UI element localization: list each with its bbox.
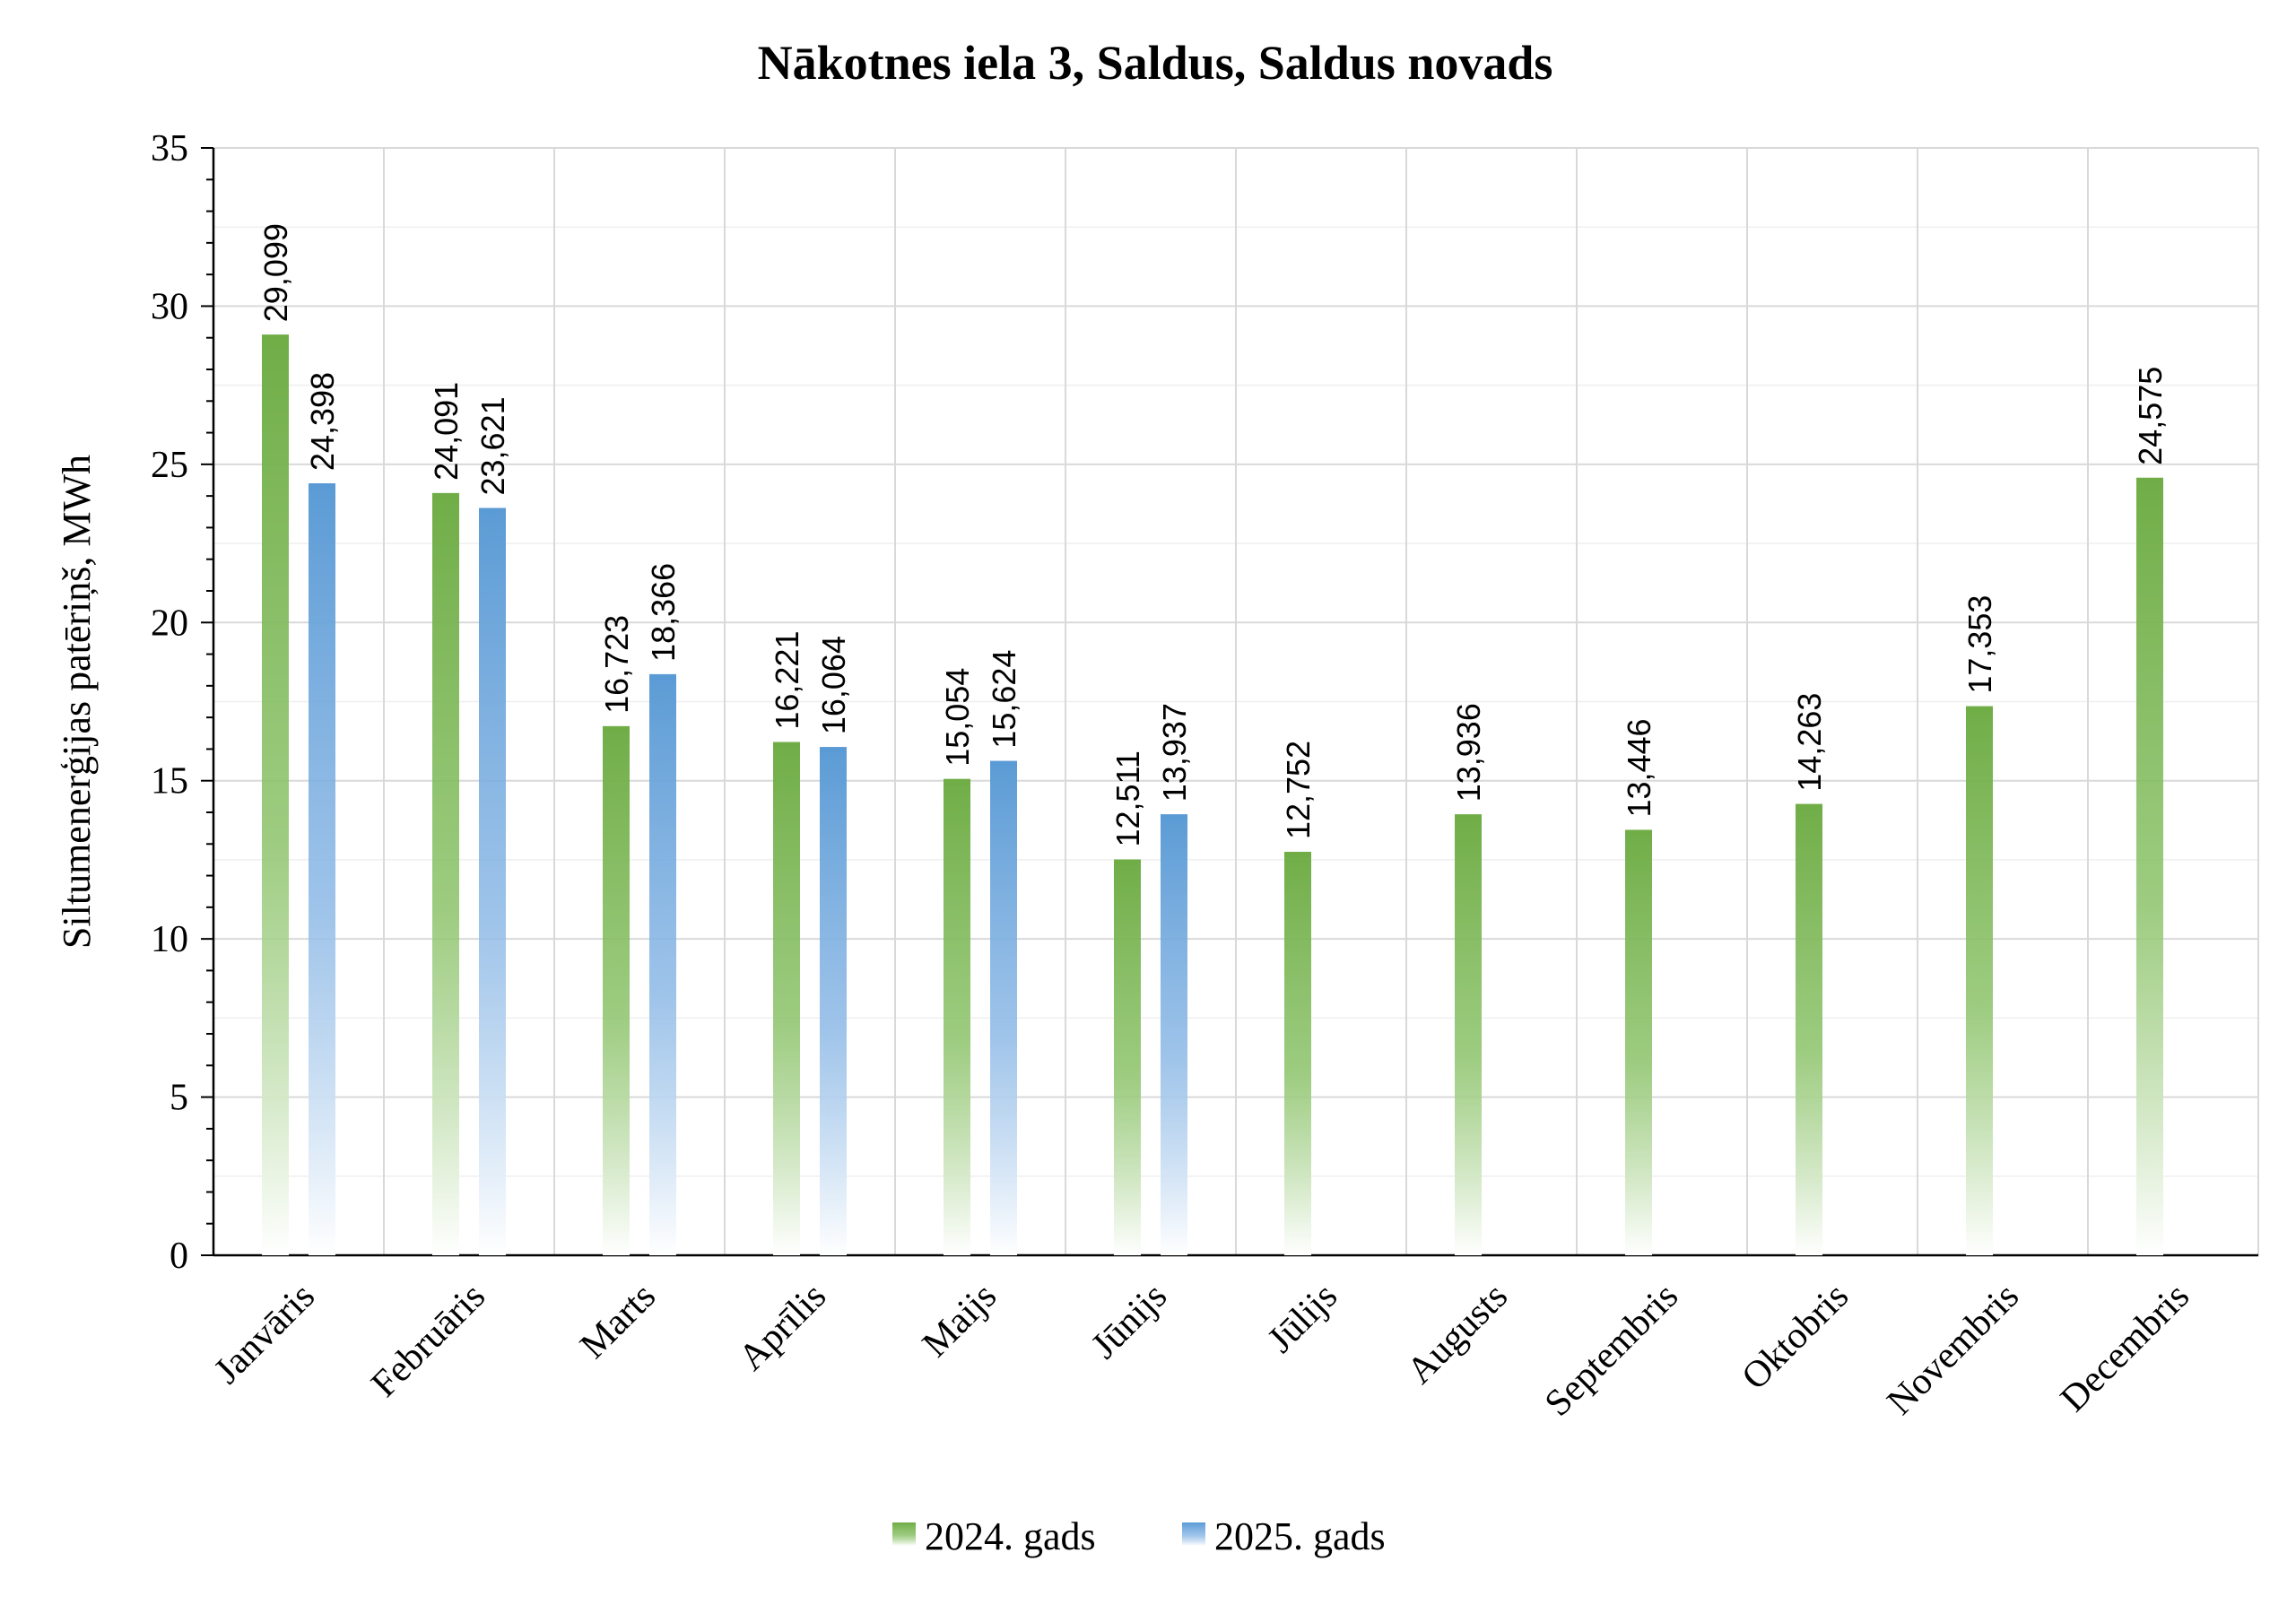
data-label: 13,446 bbox=[1621, 718, 1657, 817]
data-label: 12,511 bbox=[1109, 750, 1146, 846]
bar-cap bbox=[1455, 814, 1482, 820]
data-label: 24,575 bbox=[2132, 367, 2169, 465]
data-label: 15,624 bbox=[986, 650, 1022, 749]
bar-2024-9 bbox=[1796, 803, 1822, 1255]
y-tick-label: 35 bbox=[151, 128, 188, 169]
bar-2024-1 bbox=[432, 492, 459, 1255]
bar-2024-6 bbox=[1284, 852, 1311, 1255]
bar-2024-4 bbox=[944, 778, 970, 1255]
bar-2025-2 bbox=[649, 673, 676, 1255]
y-axis-title: Siltumenerģijas patēriņš, MWh bbox=[55, 455, 99, 949]
bar-2025-1 bbox=[479, 507, 506, 1255]
bar-cap bbox=[944, 778, 970, 785]
bar-2024-5 bbox=[1114, 859, 1141, 1255]
bar-cap bbox=[773, 742, 800, 748]
data-label: 16,221 bbox=[769, 631, 805, 730]
bar-2024-2 bbox=[603, 725, 630, 1255]
bar-cap bbox=[1625, 829, 1652, 836]
data-label: 29,099 bbox=[257, 223, 294, 322]
data-label: 13,937 bbox=[1156, 703, 1193, 802]
category-label: Septembris bbox=[1537, 1276, 1686, 1425]
data-label: 13,936 bbox=[1450, 703, 1487, 802]
data-label: 17,353 bbox=[1961, 595, 1998, 694]
data-label: 24,091 bbox=[428, 382, 465, 481]
category-label: Maijs bbox=[915, 1276, 1004, 1366]
bar-cap bbox=[820, 747, 847, 753]
y-tick-label: 15 bbox=[151, 761, 188, 802]
category-label: Marts bbox=[572, 1276, 664, 1367]
category-label: Jūlijs bbox=[1260, 1276, 1345, 1361]
category-label: Janvāris bbox=[206, 1276, 323, 1392]
y-tick-label: 25 bbox=[151, 445, 188, 486]
data-label: 12,752 bbox=[1280, 741, 1317, 839]
bar-cap bbox=[1966, 706, 1993, 712]
y-tick-label: 0 bbox=[170, 1236, 188, 1277]
bar-2024-8 bbox=[1625, 829, 1652, 1255]
bar-cap bbox=[1796, 803, 1822, 810]
y-tick-label: 20 bbox=[151, 603, 188, 644]
category-label: Decembris bbox=[2053, 1276, 2197, 1420]
bar-2024-10 bbox=[1966, 706, 1993, 1255]
bar-2025-0 bbox=[309, 483, 335, 1255]
bar-cap bbox=[262, 334, 289, 341]
y-tick-label: 5 bbox=[170, 1078, 188, 1119]
category-label: Novembris bbox=[1880, 1276, 2028, 1424]
legend-label: 2024. gads bbox=[925, 1514, 1096, 1558]
bar-2025-5 bbox=[1161, 814, 1187, 1255]
bar-2024-0 bbox=[262, 334, 289, 1256]
data-label: 23,621 bbox=[474, 396, 511, 495]
bar-cap bbox=[603, 725, 630, 732]
category-label: Februāris bbox=[363, 1276, 493, 1406]
category-label: Aprīlis bbox=[731, 1276, 834, 1379]
bar-cap bbox=[479, 507, 506, 514]
bar-cap bbox=[1114, 859, 1141, 865]
bar-cap bbox=[309, 483, 335, 490]
category-label: Oktobris bbox=[1735, 1276, 1857, 1398]
bar-2024-11 bbox=[2136, 477, 2163, 1255]
y-tick-label: 30 bbox=[151, 286, 188, 327]
y-tick-label: 10 bbox=[151, 919, 188, 960]
bar-cap bbox=[990, 760, 1017, 767]
category-label: Augusts bbox=[1399, 1276, 1516, 1392]
chart-title: Nākotnes iela 3, Saldus, Saldus novads bbox=[758, 36, 1553, 90]
data-label: 14,263 bbox=[1791, 693, 1828, 792]
data-label: 18,366 bbox=[645, 563, 682, 662]
category-label: Jūnijs bbox=[1083, 1276, 1175, 1367]
bar-cap bbox=[432, 492, 459, 499]
data-label: 16,723 bbox=[598, 615, 635, 714]
bar-2025-3 bbox=[820, 747, 847, 1255]
bar-cap bbox=[2136, 477, 2163, 483]
bar-cap bbox=[1284, 852, 1311, 858]
bar-cap bbox=[649, 673, 676, 680]
legend-label: 2025. gads bbox=[1214, 1514, 1386, 1558]
legend-swatch-2024 bbox=[892, 1522, 916, 1546]
legend-swatch-2025 bbox=[1182, 1522, 1205, 1546]
data-label: 16,064 bbox=[815, 636, 852, 734]
bar-2024-7 bbox=[1455, 814, 1482, 1255]
data-label: 24,398 bbox=[304, 372, 341, 471]
bar-cap bbox=[1161, 814, 1187, 820]
bar-2024-3 bbox=[773, 742, 800, 1255]
data-label: 15,054 bbox=[939, 668, 976, 767]
bar-2025-4 bbox=[990, 760, 1017, 1255]
